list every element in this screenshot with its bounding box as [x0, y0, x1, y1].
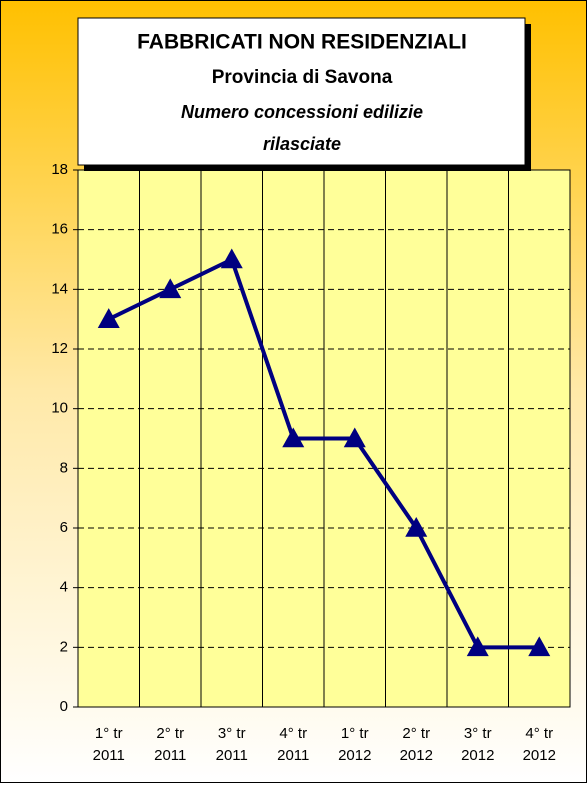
x-tick-label: 2012	[400, 747, 433, 764]
x-tick-label: 4° tr	[525, 725, 553, 742]
y-tick-label: 4	[60, 579, 68, 596]
chart-title: FABBRICATI NON RESIDENZIALI	[137, 31, 467, 54]
y-tick-label: 12	[51, 340, 68, 357]
marker	[466, 636, 489, 657]
x-tick-label: 4° tr	[279, 725, 307, 742]
x-tick-label: 2011	[216, 747, 248, 764]
marker	[343, 427, 366, 448]
x-tick-label: 2011	[154, 747, 186, 764]
x-tick-label: 2012	[523, 747, 556, 764]
y-tick-label: 16	[51, 221, 68, 238]
x-tick-label: 2012	[461, 747, 494, 764]
x-tick-label: 2° tr	[156, 725, 184, 742]
title-box	[77, 17, 526, 166]
x-tick-label: 1° tr	[341, 725, 369, 742]
y-tick-label: 2	[60, 638, 68, 655]
y-tick-label: 10	[51, 400, 68, 417]
chart-subtitle: rilasciate	[263, 134, 341, 154]
y-tick-label: 18	[51, 161, 68, 178]
y-tick-label: 8	[60, 459, 68, 476]
marker	[220, 248, 243, 269]
x-tick-label: 1° tr	[95, 725, 123, 742]
x-tick-label: 2° tr	[402, 725, 430, 742]
x-tick-label: 3° tr	[218, 725, 246, 742]
x-tick-label: 3° tr	[464, 725, 492, 742]
y-tick-label: 14	[51, 280, 68, 297]
marker	[405, 517, 428, 537]
marker	[528, 636, 551, 657]
x-tick-label: 2011	[93, 747, 125, 764]
x-tick-label: 2011	[277, 747, 309, 764]
line	[107, 257, 540, 650]
chart-title: Provincia di Savona	[212, 67, 393, 88]
y-tick-label: 0	[60, 698, 68, 715]
marker	[159, 278, 182, 299]
marker	[97, 308, 120, 328]
y-tick-label: 6	[60, 519, 68, 536]
marker	[282, 427, 305, 448]
chart-subtitle: Numero concessioni edilizie	[181, 102, 423, 122]
x-tick-label: 2012	[338, 747, 371, 764]
